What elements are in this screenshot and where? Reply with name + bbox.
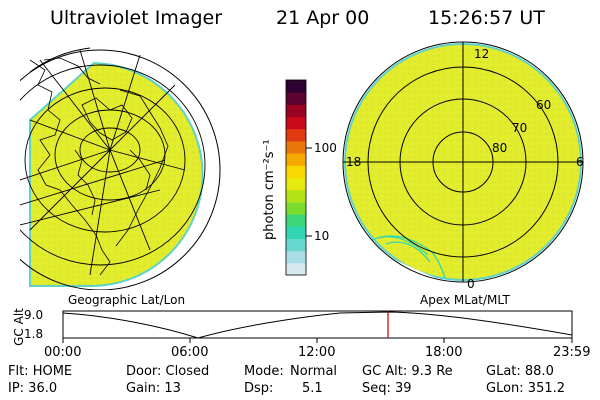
x-tick-1800: 18:00 (425, 345, 463, 360)
status-dsp-value: 5.1 (302, 381, 323, 396)
lat-label-80: 80 (492, 141, 508, 155)
status-flt: Flt: HOME (8, 364, 73, 379)
status-gain: Gain: 13 (126, 381, 181, 396)
instrument-title: Ultraviolet Imager (50, 7, 223, 29)
date-label: 21 Apr 00 (276, 7, 370, 29)
mlt-label-6: 6 (576, 155, 584, 169)
colorbar-band (286, 238, 306, 252)
lat-label-70: 70 (512, 121, 528, 135)
polar-grid (342, 41, 584, 283)
time-label: 15:26:57 UT (428, 7, 545, 29)
status-mode-value: Normal (290, 364, 338, 379)
colorbar-band (286, 104, 306, 118)
no-data-gap (350, 240, 440, 285)
status-glon: GLon: 351.2 (486, 381, 566, 396)
altitude-plot (62, 310, 573, 343)
colorbar-tick-100: 100 (314, 141, 337, 155)
geographic-image (20, 49, 221, 290)
status-dsp-label: Dsp: (244, 381, 274, 396)
colorbar (286, 80, 306, 276)
altitude-ytick-low: 1.8 (24, 327, 44, 341)
x-tick-2359: 23:59 (553, 345, 591, 360)
colorbar-band (286, 214, 306, 227)
colorbar-unit-label: photon cm⁻²s⁻¹ (262, 139, 277, 240)
colorbar-band (286, 92, 306, 105)
x-tick-0600: 06:00 (171, 345, 209, 360)
colorbar-band (286, 201, 306, 215)
mlt-label-18: 18 (346, 155, 362, 169)
colorbar-band (286, 140, 306, 154)
colorbar-band (286, 250, 306, 264)
status-gc-alt: GC Alt: 9.3 Re (362, 364, 453, 379)
colorbar-band (286, 177, 306, 191)
colorbar-band (286, 153, 306, 166)
x-tick-0000: 00:00 (44, 345, 82, 360)
status-seq: Seq: 39 (362, 381, 412, 396)
altitude-ytick-high: 9.0 (24, 308, 44, 322)
status-glat: GLat: 88.0 (486, 364, 554, 379)
polar-plot (342, 41, 584, 285)
colorbar-band (286, 189, 306, 203)
colorbar-tick-10: 10 (314, 229, 330, 243)
coastlines (29, 57, 169, 276)
lat-label-60: 60 (536, 98, 552, 112)
altitude-curve (62, 311, 573, 339)
colorbar-band (286, 116, 306, 130)
mlt-label-0: 0 (467, 277, 475, 291)
colorbar-band (286, 226, 306, 239)
status-door: Door: Closed (126, 364, 210, 379)
right-panel-caption: Apex MLat/MLT (420, 293, 510, 307)
colorbar-band (286, 80, 306, 93)
earth-limb (20, 49, 221, 290)
status-ip: IP: 36.0 (8, 381, 58, 396)
colorbar-band (286, 262, 306, 276)
x-tick-1200: 12:00 (298, 345, 336, 360)
mlt-label-12: 12 (474, 47, 490, 61)
colorbar-band (286, 128, 306, 142)
earth-limb-outer (29, 47, 91, 73)
colorbar-band (286, 165, 306, 178)
left-panel-caption: Geographic Lat/Lon (68, 293, 186, 307)
status-mode-label: Mode: (244, 364, 284, 379)
